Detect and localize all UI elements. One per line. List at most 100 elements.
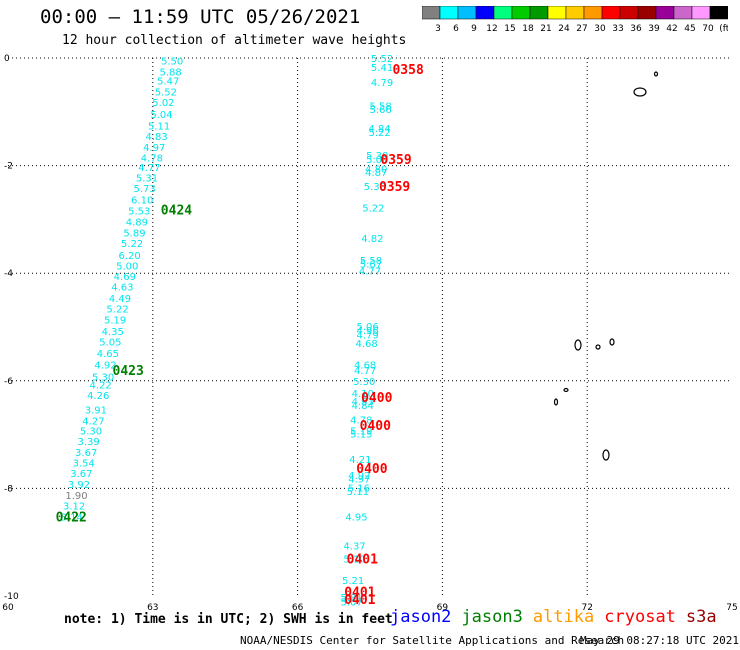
island-outline: [653, 71, 659, 77]
swh-value-east-track: 5.58: [360, 256, 382, 267]
swh-value-east-track: 4.84: [369, 124, 391, 135]
pass-time-label: 0401: [347, 552, 378, 567]
color-scale-label: 3: [435, 24, 441, 34]
pass-time-label: 0423: [113, 364, 144, 379]
y-tick-label: 0: [4, 54, 10, 64]
swh-value-east-track: 5.11: [347, 487, 369, 498]
island-outline: [553, 398, 559, 406]
y-tick-label: -10: [4, 592, 19, 602]
swh-value-west-track: 5.52: [155, 87, 177, 98]
pass-time-label: 0358: [392, 63, 423, 78]
swh-value-west-track: 5.00: [116, 262, 138, 273]
swh-value-west-track: 3.54: [73, 459, 95, 470]
swh-value-west-track: 5.02: [152, 98, 174, 109]
island-outline: [602, 449, 610, 461]
swh-value-west-track: 5.22: [106, 305, 128, 316]
swh-value-east-track: 5.21: [342, 576, 364, 587]
legend-entry-cryosat: cryosat: [604, 607, 676, 627]
swh-value-east-track: 4.79: [356, 331, 378, 342]
x-tick-label: 60: [2, 603, 14, 613]
swh-value-west-track: 4.49: [109, 294, 131, 305]
swh-value-west-track: 5.22: [121, 239, 143, 250]
map-title: 00:00 – 11:59 UTC 05/26/2021: [40, 6, 361, 28]
swh-value-west-track: 4.27: [82, 417, 104, 428]
island-outline: [633, 87, 647, 97]
swh-value-east-track: 5.22: [369, 128, 391, 139]
x-tick-label: 63: [147, 603, 158, 613]
swh-value-east-track: 5.22: [362, 204, 384, 215]
swh-value-east-track: 4.68: [354, 361, 376, 372]
swh-value-west-track: 5.88: [160, 67, 182, 78]
color-scale-label: 12: [486, 24, 497, 34]
island-outline: [595, 344, 601, 350]
swh-value-east-track: 4.78: [350, 416, 372, 427]
swh-value-east-track: 5.19: [350, 426, 372, 437]
swh-value-west-track: 4.63: [111, 283, 133, 294]
swh-value-west-track: 5.30: [80, 426, 102, 437]
swh-value-east-track: 4.84: [352, 401, 374, 412]
x-tick-label: 66: [292, 603, 304, 613]
swh-value-west-track: 4.92: [94, 361, 116, 372]
color-scale-label: 15: [504, 24, 515, 34]
swh-value-west-track: 5.89: [123, 228, 145, 239]
island-outline: [563, 387, 569, 393]
color-scale-label: 36: [630, 24, 642, 34]
swh-value-west-track: 5.05: [99, 338, 121, 349]
swh-value-east-track: 4.97: [348, 475, 370, 486]
swh-value-west-track: 4.78: [141, 154, 163, 165]
swh-value-west-track: 3.67: [70, 469, 92, 480]
swh-value-west-track: 5.31: [136, 173, 158, 184]
swh-value-west-track: 3.92: [68, 480, 90, 491]
swh-value-east-track: 4.96: [356, 326, 378, 337]
color-scale-label: 45: [684, 24, 695, 34]
swh-value-east-track: 4.37: [343, 541, 365, 552]
swh-value-east-track: 4.77: [354, 366, 376, 377]
swh-value-east-track: 5.06: [356, 322, 378, 333]
pass-time-label: 0359: [380, 153, 411, 168]
color-scale-label: 42: [666, 24, 677, 34]
pass-time-label: 0400: [361, 391, 392, 406]
satellite-legend: jason2 jason3 altika cryosat s3a: [390, 607, 727, 627]
island-outline: [574, 339, 582, 351]
pass-time-label: 0400: [360, 419, 391, 434]
legend-entry-altika: altika: [532, 607, 595, 627]
swh-value-west-track: 3.39: [77, 437, 99, 448]
swh-value-west-track: 5.30: [92, 372, 114, 383]
swh-value-east-track: 4.82: [361, 234, 383, 245]
color-scale-label: (ft): [719, 24, 728, 34]
island-outline: [609, 338, 615, 346]
color-scale-label: 27: [576, 24, 587, 34]
swh-value-west-track: 4.83: [146, 132, 168, 143]
swh-value-east-track: 4.10: [352, 389, 374, 400]
swh-value-east-track: 4.87: [365, 168, 387, 179]
color-scale-label: 33: [612, 24, 623, 34]
swh-value-east-track: 5.67: [360, 260, 382, 271]
generated-timestamp: May 29 08:27:18 UTC 2021: [580, 634, 739, 647]
footnote: note: 1) Time is in UTC; 2) SWH is in fe…: [64, 612, 393, 627]
swh-value-east-track: 5.41: [371, 63, 393, 74]
color-scale-label: 24: [558, 24, 570, 34]
swh-value-west-track: 3.91: [85, 405, 107, 416]
legend-entry-jason2: jason2: [390, 607, 452, 627]
x-tick-label: 72: [581, 603, 592, 613]
swh-value-east-track: 5.81: [341, 593, 363, 604]
x-tick-label: 75: [726, 603, 737, 613]
pass-time-label: 0400: [356, 462, 387, 477]
swh-value-east-track: 4.68: [355, 339, 377, 350]
credit-text: NOAA/NESDIS Center for Satellite Applica…: [240, 634, 625, 647]
swh-value-east-track: 5.52: [371, 54, 393, 65]
swh-value-east-track: 5.10: [343, 554, 365, 565]
swh-value-east-track: 4.93: [352, 397, 374, 408]
swh-value-east-track: 5.58: [369, 101, 391, 112]
swh-value-west-track: 4.22: [90, 381, 112, 392]
swh-value-west-track: 3.67: [75, 448, 97, 459]
swh-value-west-track: 3.12: [63, 502, 85, 513]
color-scale-label: 6: [453, 24, 459, 34]
swh-value-west-track: 5.53: [128, 206, 150, 217]
swh-value-east-track: 4.92: [348, 471, 370, 482]
pass-time-label: 0401: [344, 586, 375, 601]
swh-value-east-track: 5.30: [366, 151, 388, 162]
color-swatch: [709, 6, 728, 20]
